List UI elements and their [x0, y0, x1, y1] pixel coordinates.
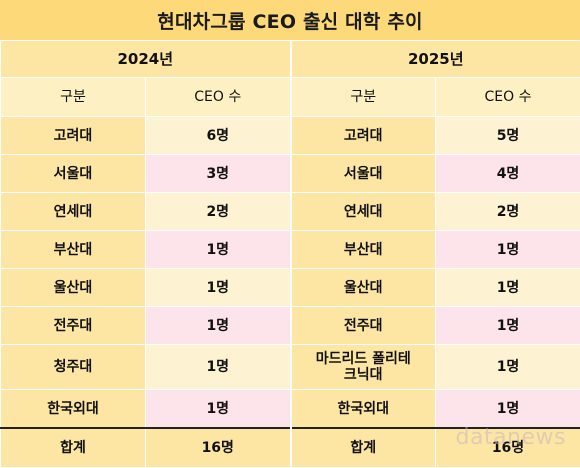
university-2025: 전주대 — [291, 307, 436, 345]
university-2024: 부산대 — [1, 231, 146, 269]
university-2024: 고려대 — [1, 117, 146, 155]
ceo-count-2024: 1명 — [146, 231, 291, 269]
ceo-count-2025: 4명 — [436, 155, 580, 193]
university-2025: 마드리드 폴리테크닉대 — [291, 345, 436, 390]
total-value-2024: 16명 — [146, 428, 291, 468]
university-2025: 울산대 — [291, 269, 436, 307]
ceo-count-2025: 1명 — [436, 307, 580, 345]
university-2024: 한국외대 — [1, 390, 146, 429]
ceo-count-2024: 1명 — [146, 390, 291, 429]
ceo-count-2024: 2명 — [146, 193, 291, 231]
col-header-count-2025: CEO 수 — [436, 78, 580, 117]
university-2024: 울산대 — [1, 269, 146, 307]
university-2025: 부산대 — [291, 231, 436, 269]
university-2025: 서울대 — [291, 155, 436, 193]
university-2024: 서울대 — [1, 155, 146, 193]
ceo-count-2025: 1명 — [436, 231, 580, 269]
chart-title: 현대차그룹 CEO 출신 대학 추이 — [0, 0, 580, 40]
col-header-category-2025: 구분 — [291, 78, 436, 117]
ceo-count-2024: 6명 — [146, 117, 291, 155]
ceo-count-2025: 1명 — [436, 269, 580, 307]
year-header-row: 2024년 2025년 — [1, 41, 580, 78]
university-2025: 한국외대 — [291, 390, 436, 429]
university-2024: 전주대 — [1, 307, 146, 345]
ceo-count-2024: 1명 — [146, 269, 291, 307]
university-2024: 연세대 — [1, 193, 146, 231]
year-2024-header: 2024년 — [1, 41, 291, 78]
ceo-count-2024: 1명 — [146, 345, 291, 390]
ceo-count-2025: 2명 — [436, 193, 580, 231]
ceo-count-2024: 1명 — [146, 307, 291, 345]
col-header-count-2024: CEO 수 — [146, 78, 291, 117]
total-label-2025: 합계 — [291, 428, 436, 468]
university-2024: 청주대 — [1, 345, 146, 390]
total-label-2024: 합계 — [1, 428, 146, 468]
ceo-count-2025: 1명 — [436, 345, 580, 390]
total-row: 합계 16명 합계 16명 — [1, 428, 580, 468]
ceo-count-2025: 5명 — [436, 117, 580, 155]
total-value-2025: 16명 — [436, 428, 580, 468]
ceo-count-2024: 3명 — [146, 155, 291, 193]
col-header-category-2024: 구분 — [1, 78, 146, 117]
column-header-row: 구분 CEO 수 구분 CEO 수 — [1, 78, 580, 117]
university-2025: 연세대 — [291, 193, 436, 231]
university-2025: 고려대 — [291, 117, 436, 155]
ceo-count-2025: 1명 — [436, 390, 580, 429]
year-2025-header: 2025년 — [291, 41, 580, 78]
